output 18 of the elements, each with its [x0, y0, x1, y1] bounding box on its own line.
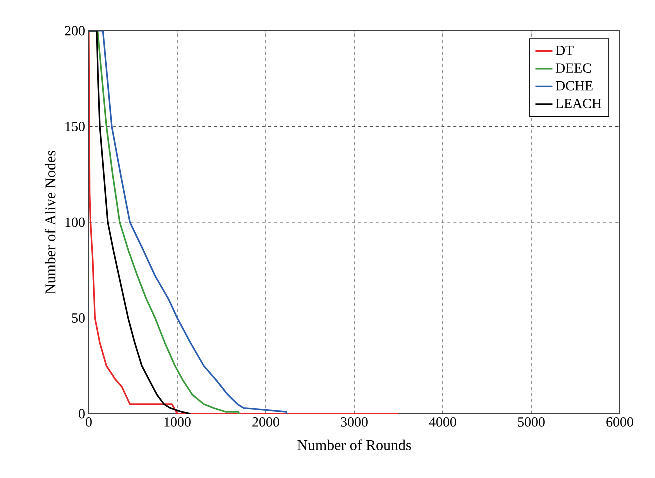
x-tick-label: 0 — [86, 418, 92, 427]
y-tick-label: 150 — [66, 122, 85, 132]
x-tick-label: 5000 — [518, 418, 545, 427]
legend-label: LEACH — [556, 99, 602, 108]
x-tick-label: 3000 — [341, 418, 368, 427]
y-tick-label: 200 — [65, 26, 85, 36]
legend-label: DEEC — [556, 64, 592, 74]
x-tick-label: 1000 — [164, 418, 191, 427]
y-tick-label: 100 — [66, 218, 85, 228]
y-tick-label: 0 — [79, 409, 85, 419]
legend-label: DCHE — [556, 81, 593, 91]
legend-label: DT — [556, 46, 574, 56]
y-axis-title: Number of Alive Nodes — [45, 151, 56, 294]
x-tick-label: 4000 — [429, 418, 456, 427]
x-tick-label: 6000 — [606, 418, 634, 427]
y-tick-label: 50 — [72, 314, 85, 323]
x-axis-title: Number of Rounds — [298, 440, 412, 450]
x-tick-label: 2000 — [252, 418, 280, 427]
